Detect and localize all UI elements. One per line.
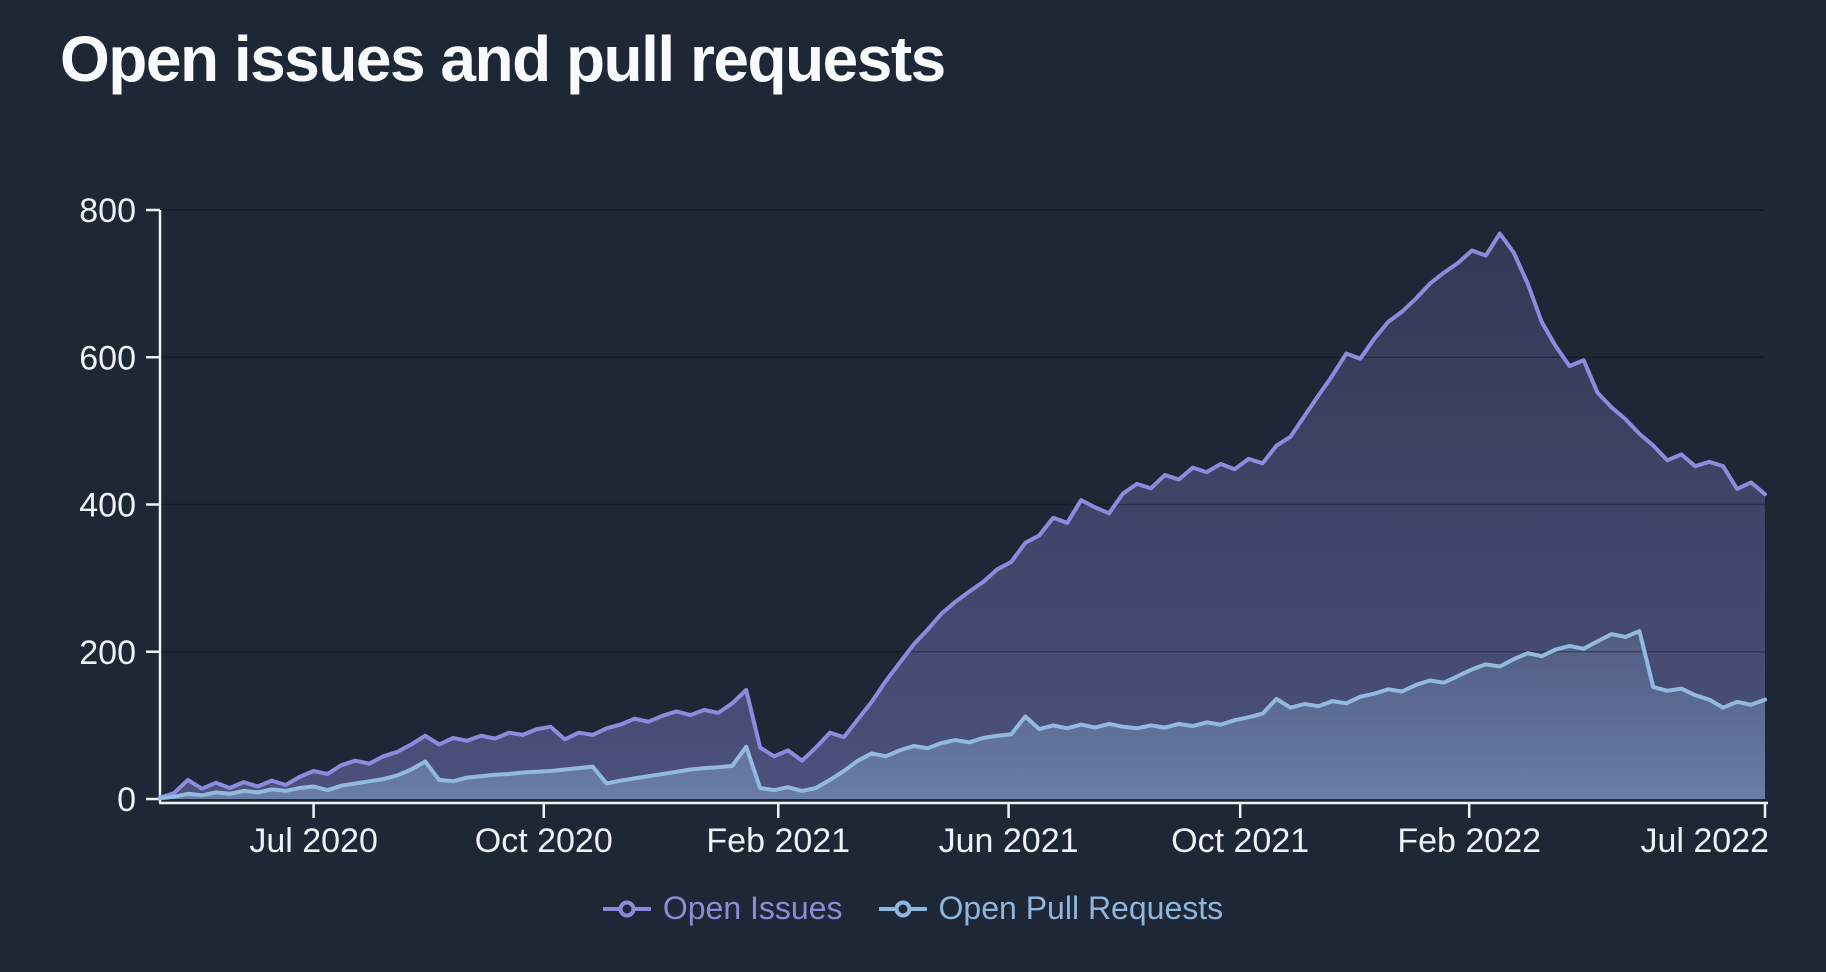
y-axis-label-200: 200 bbox=[79, 634, 136, 672]
x-axis-label-3: Jun 2021 bbox=[939, 822, 1079, 860]
legend-label-open-issues: Open Issues bbox=[662, 890, 843, 926]
y-axis-label-800: 800 bbox=[79, 192, 136, 230]
open-pull-requests-marker-icon bbox=[878, 900, 927, 917]
page-title: Open issues and pull requests bbox=[60, 23, 946, 95]
y-axis-label-600: 600 bbox=[79, 339, 136, 377]
legend-item-open-issues: Open Issues bbox=[602, 890, 843, 927]
x-axis-label-6: Jul 2022 bbox=[1640, 822, 1769, 860]
legend-label-open-pull-requests: Open Pull Requests bbox=[938, 890, 1224, 926]
x-axis-label-1: Oct 2020 bbox=[475, 822, 613, 860]
y-axis-label-400: 400 bbox=[79, 487, 136, 525]
area-fill-open-issues bbox=[160, 233, 1765, 800]
x-axis-label-2: Feb 2021 bbox=[706, 822, 850, 860]
series-line-open-issues bbox=[158, 231, 1767, 800]
legend-item-open-pull-requests: Open Pull Requests bbox=[878, 890, 1224, 927]
area-fill-open-pull-requests bbox=[160, 631, 1765, 799]
open-issues-marker-icon bbox=[602, 900, 651, 917]
y-axis-label-0: 0 bbox=[117, 781, 136, 819]
x-axis-label-0: Jul 2020 bbox=[249, 822, 378, 860]
series-line-open-pull-requests bbox=[158, 629, 1767, 801]
chart-legend: Open Issues Open Pull Requests bbox=[0, 890, 1826, 927]
x-axis-label-4: Oct 2021 bbox=[1171, 822, 1309, 860]
x-axis-label-5: Feb 2022 bbox=[1397, 822, 1541, 860]
